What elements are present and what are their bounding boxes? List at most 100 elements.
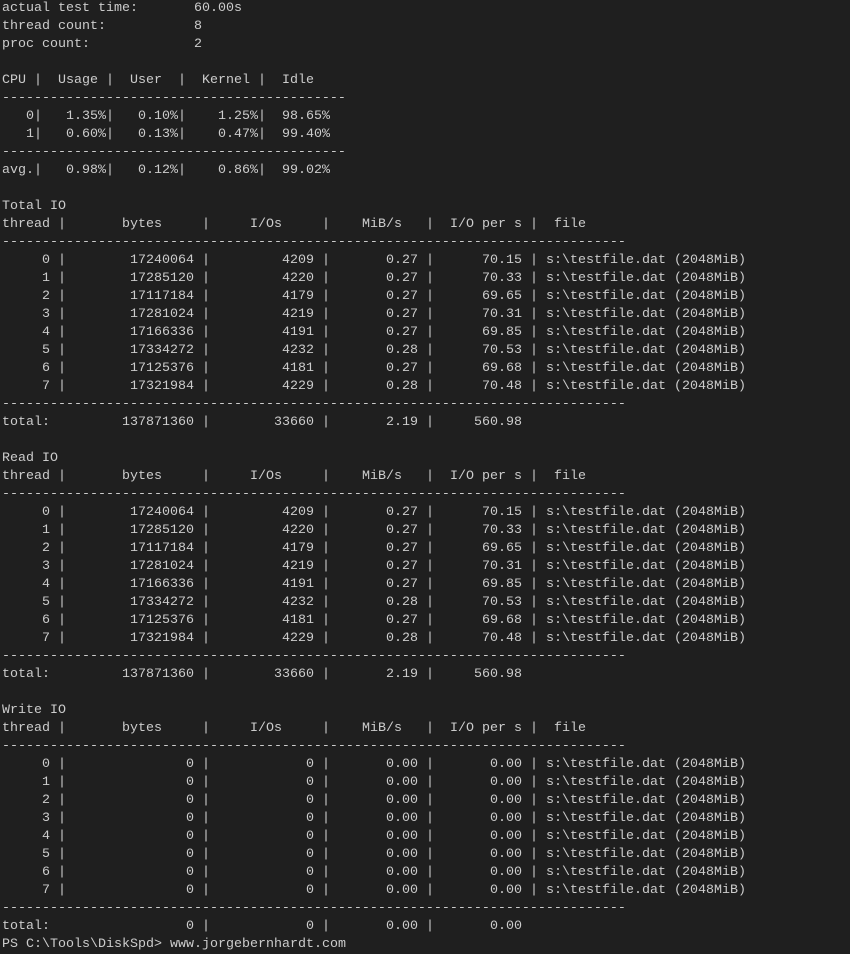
column-separator bbox=[530, 360, 538, 378]
file-path: s:\testfile.dat (2048MiB) bbox=[546, 811, 746, 826]
divider: ----------------------------------------… bbox=[2, 648, 850, 666]
column-separator bbox=[58, 504, 66, 522]
io-count: 4191 bbox=[282, 577, 314, 592]
io-count: 0 bbox=[306, 775, 314, 790]
bytes: 0 bbox=[186, 811, 194, 826]
io-row: 3 0 0 0.00 0.00 s:\testfile.dat (2048MiB) bbox=[2, 810, 850, 828]
column-separator bbox=[58, 882, 66, 900]
io-per-sec: 0.00 bbox=[490, 847, 522, 862]
column-separator bbox=[426, 558, 434, 576]
io-per-sec: 70.53 bbox=[482, 595, 522, 610]
io-column-header: I/O per s bbox=[450, 469, 522, 484]
column-separator bbox=[530, 468, 538, 486]
io-per-sec: 70.33 bbox=[482, 271, 522, 286]
column-separator bbox=[426, 774, 434, 792]
column-separator bbox=[202, 324, 210, 342]
file-path: s:\testfile.dat (2048MiB) bbox=[546, 253, 746, 268]
column-separator bbox=[426, 828, 434, 846]
cpu-usage: 0.60% bbox=[66, 127, 106, 142]
column-separator bbox=[322, 864, 330, 882]
column-separator bbox=[58, 468, 66, 486]
thread-id: 2 bbox=[42, 289, 50, 304]
io-header: thread bytes I/Os MiB/s I/O per s file bbox=[2, 216, 850, 234]
bytes: 17334272 bbox=[130, 595, 194, 610]
io-per-sec: 0.00 bbox=[490, 811, 522, 826]
column-separator bbox=[426, 504, 434, 522]
mib-per-sec: 0.28 bbox=[386, 631, 418, 646]
io-row: 2 0 0 0.00 0.00 s:\testfile.dat (2048MiB) bbox=[2, 792, 850, 810]
mib-per-sec: 0.27 bbox=[386, 523, 418, 538]
file-path: s:\testfile.dat (2048MiB) bbox=[546, 775, 746, 790]
section-title: Total IO bbox=[2, 198, 850, 216]
column-separator bbox=[426, 720, 434, 738]
column-separator bbox=[426, 360, 434, 378]
column-separator bbox=[530, 342, 538, 360]
column-separator bbox=[426, 882, 434, 900]
section-title: Write IO bbox=[2, 703, 66, 718]
thread-id: 4 bbox=[42, 829, 50, 844]
cpu-row: 1 0.60% 0.13% 0.47% 99.40% bbox=[2, 126, 850, 144]
column-separator bbox=[202, 810, 210, 828]
column-separator bbox=[58, 864, 66, 882]
column-separator bbox=[202, 522, 210, 540]
io-per-sec: 69.85 bbox=[482, 577, 522, 592]
column-separator bbox=[322, 792, 330, 810]
column-separator bbox=[426, 342, 434, 360]
file-path: s:\testfile.dat (2048MiB) bbox=[546, 793, 746, 808]
file-path: s:\testfile.dat (2048MiB) bbox=[546, 541, 746, 556]
column-separator bbox=[202, 504, 210, 522]
column-separator bbox=[426, 594, 434, 612]
io-count: 0 bbox=[306, 883, 314, 898]
io-count: 33660 bbox=[274, 415, 314, 430]
io-column-header: thread bbox=[2, 217, 50, 232]
prompt-line[interactable]: PS C:\Tools\DiskSpd> www.jorgebernhardt.c… bbox=[2, 936, 850, 954]
column-separator bbox=[106, 72, 114, 90]
mib-per-sec: 0.00 bbox=[386, 847, 418, 862]
io-per-sec: 0.00 bbox=[490, 883, 522, 898]
io-per-sec: 0.00 bbox=[490, 829, 522, 844]
io-per-sec: 70.31 bbox=[482, 307, 522, 322]
io-row: 6 17125376 4181 0.27 69.68 s:\testfile.dat (2… bbox=[2, 360, 850, 378]
column-separator bbox=[322, 522, 330, 540]
file-path: s:\testfile.dat (2048MiB) bbox=[546, 829, 746, 844]
file-path: s:\testfile.dat (2048MiB) bbox=[546, 307, 746, 322]
column-separator bbox=[530, 882, 538, 900]
cpu-kernel: 1.25% bbox=[218, 109, 258, 124]
column-separator bbox=[258, 72, 266, 90]
column-separator bbox=[530, 288, 538, 306]
mib-per-sec: 0.27 bbox=[386, 325, 418, 340]
io-per-sec: 0.00 bbox=[490, 793, 522, 808]
io-per-sec: 69.65 bbox=[482, 289, 522, 304]
io-per-sec: 70.33 bbox=[482, 523, 522, 538]
column-separator bbox=[58, 558, 66, 576]
command-input[interactable]: www.jorgebernhardt.com bbox=[170, 937, 346, 952]
column-separator bbox=[530, 378, 538, 396]
divider: ----------------------------------------… bbox=[2, 144, 850, 162]
mib-per-sec: 0.27 bbox=[386, 559, 418, 574]
column-separator bbox=[58, 792, 66, 810]
divider: ----------------------------------------… bbox=[2, 738, 850, 756]
io-count: 33660 bbox=[274, 667, 314, 682]
mib-per-sec: 0.28 bbox=[386, 343, 418, 358]
bytes: 17117184 bbox=[130, 541, 194, 556]
column-separator bbox=[530, 630, 538, 648]
column-separator bbox=[426, 378, 434, 396]
mib-per-sec: 0.00 bbox=[386, 919, 418, 934]
column-separator bbox=[202, 306, 210, 324]
io-row: 6 17125376 4181 0.27 69.68 s:\testfile.dat (2… bbox=[2, 612, 850, 630]
column-separator bbox=[530, 612, 538, 630]
cpu-avg-row: avg. 0.98% 0.12% 0.86% 99.02% bbox=[2, 162, 850, 180]
column-separator bbox=[202, 270, 210, 288]
column-separator bbox=[530, 504, 538, 522]
io-column-header: I/O per s bbox=[450, 721, 522, 736]
mib-per-sec: 0.00 bbox=[386, 865, 418, 880]
thread-id: 1 bbox=[42, 775, 50, 790]
column-separator bbox=[322, 540, 330, 558]
column-separator bbox=[202, 918, 210, 936]
bytes: 137871360 bbox=[122, 667, 194, 682]
thread-id: 3 bbox=[42, 811, 50, 826]
io-row: 6 0 0 0.00 0.00 s:\testfile.dat (2048MiB) bbox=[2, 864, 850, 882]
column-separator bbox=[202, 360, 210, 378]
column-separator bbox=[322, 558, 330, 576]
